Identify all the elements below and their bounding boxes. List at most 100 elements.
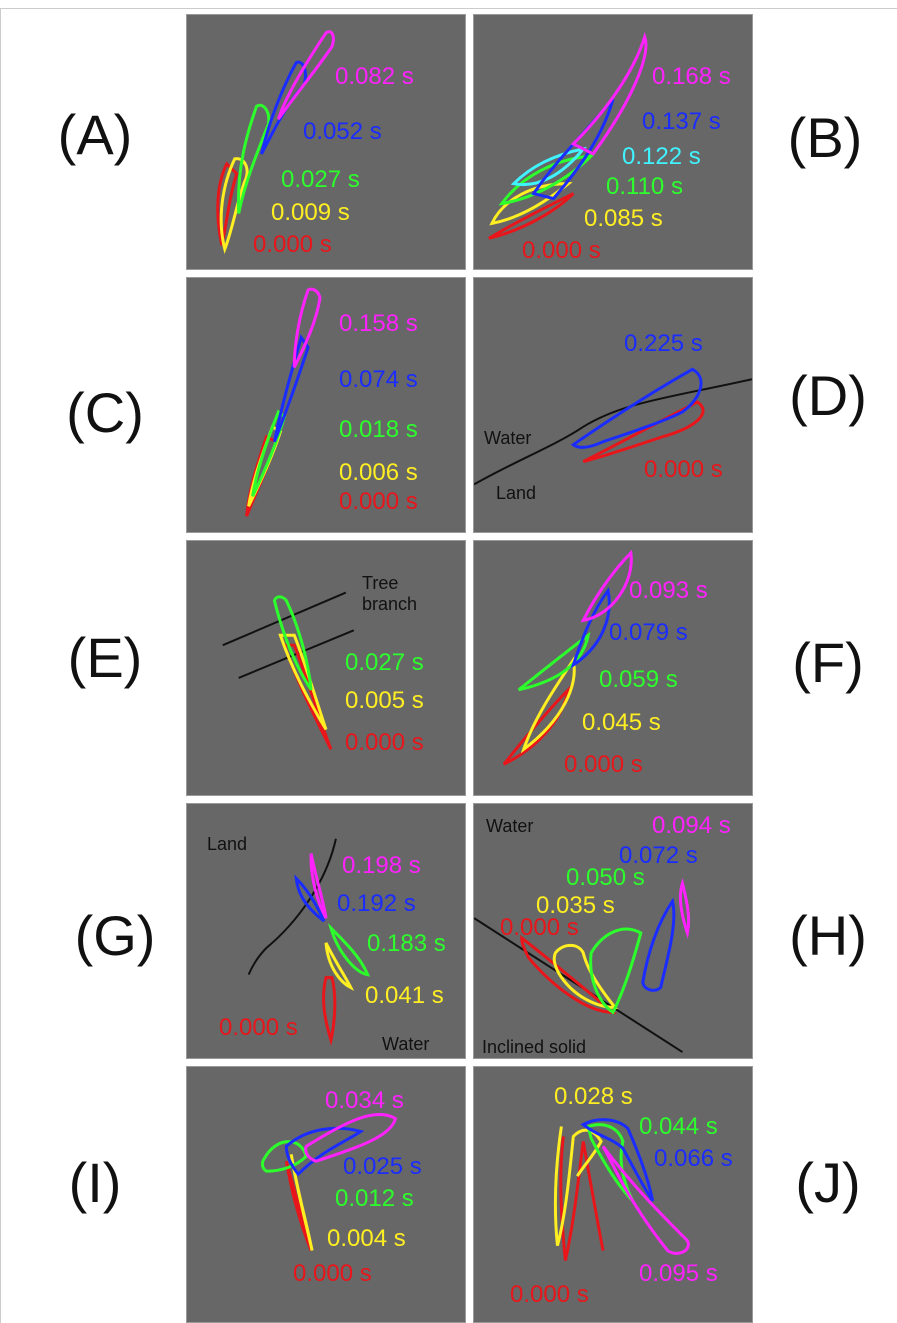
time-label-cyan: 0.122 s: [622, 143, 701, 170]
outline-yellow: [289, 1154, 314, 1251]
panel-h: Water Inclined solid 0.094 s 0.072 s 0.0…: [473, 803, 753, 1059]
panel-c: 0.158 s 0.074 s 0.018 s 0.006 s 0.000 s: [186, 277, 466, 533]
panel-letter-j: (J): [795, 1151, 861, 1214]
time-label-magenta: 0.094 s: [652, 812, 731, 839]
water-land-boundary: [474, 378, 752, 486]
water-label: Water: [486, 816, 534, 836]
time-label-yellow: 0.041 s: [365, 982, 444, 1009]
outline-blue: [570, 367, 703, 449]
left-rule: [0, 8, 1, 1323]
outline-yellow: [219, 157, 249, 255]
time-label-blue: 0.052 s: [303, 118, 382, 145]
time-label-magenta: 0.198 s: [342, 852, 421, 879]
panel-f: 0.093 s 0.079 s 0.059 s 0.045 s 0.000 s: [473, 540, 753, 796]
tree-branch-label: Tree branch: [362, 573, 418, 614]
time-label-yellow: 0.085 s: [584, 205, 663, 232]
panel-g-outlines: [247, 838, 371, 1047]
panel-letter-b: (B): [787, 106, 863, 169]
time-label-blue: 0.025 s: [343, 1153, 422, 1180]
time-label-magenta: 0.158 s: [339, 310, 418, 337]
outline-blue: [284, 1126, 365, 1177]
time-label-magenta: 0.082 s: [335, 63, 414, 90]
time-label-red: 0.000 s: [253, 231, 332, 258]
time-label-green: 0.044 s: [639, 1113, 718, 1140]
land-label: Land: [207, 834, 248, 854]
outline-red: [520, 934, 618, 1014]
time-label-blue: 0.066 s: [654, 1145, 733, 1172]
time-label-blue: 0.225 s: [624, 330, 703, 357]
outline-green: [498, 154, 596, 206]
panel-j: 0.028 s 0.044 s 0.066 s 0.095 s 0.000 s: [473, 1066, 753, 1323]
time-label-yellow: 0.028 s: [554, 1083, 633, 1110]
outline-magenta: [304, 1113, 398, 1163]
inclined-solid-label: Inclined solid: [482, 1037, 587, 1057]
panel-c-outlines: [245, 287, 322, 517]
time-label-yellow: 0.045 s: [582, 709, 661, 736]
panel-i-outlines: [261, 1113, 398, 1252]
outline-green: [261, 1140, 308, 1173]
outline-blue: [294, 874, 326, 923]
time-label-green: 0.059 s: [599, 666, 678, 693]
time-label-red: 0.000 s: [219, 1014, 298, 1041]
outline-blue: [580, 1118, 655, 1202]
time-label-green: 0.183 s: [367, 930, 446, 957]
panel-letter-e: (E): [67, 626, 143, 689]
outline-yellow: [324, 942, 355, 991]
outline-red: [216, 161, 239, 246]
water-label: Water: [484, 428, 532, 448]
panel-letter-h: (H): [789, 904, 867, 967]
outline-red: [488, 192, 575, 240]
outline-blue: [272, 334, 310, 443]
outline-green: [589, 927, 643, 1015]
outline-magenta: [292, 287, 322, 368]
land-label: Land: [496, 483, 537, 503]
outline-yellow: [278, 633, 328, 731]
time-label-red: 0.000 s: [293, 1260, 372, 1287]
outline-red: [322, 976, 337, 1047]
panel-e-outlines: [222, 591, 355, 751]
time-label-yellow: 0.035 s: [536, 892, 615, 919]
outline-red: [582, 400, 705, 463]
time-label-red: 0.000 s: [339, 488, 418, 515]
panel-e: Tree branch 0.027 s 0.005 s 0.000 s: [186, 540, 466, 796]
outline-red: [502, 685, 571, 766]
time-label-blue: 0.079 s: [609, 619, 688, 646]
panel-d: 0.225 s 0.000 s Water Land: [473, 277, 753, 533]
time-label-blue: 0.137 s: [642, 108, 721, 135]
panel-g: Land Water 0.198 s 0.192 s 0.183 s 0.041…: [186, 803, 466, 1059]
time-label-blue: 0.072 s: [619, 842, 698, 869]
panel-b: 0.168 s 0.137 s 0.122 s 0.110 s 0.085 s …: [473, 14, 753, 270]
time-label-red: 0.000 s: [510, 1281, 589, 1308]
outline-magenta: [678, 878, 691, 939]
time-label-magenta: 0.034 s: [325, 1087, 404, 1114]
time-label-red: 0.000 s: [345, 729, 424, 756]
panel-letter-d: (D): [789, 364, 867, 427]
time-label-yellow: 0.009 s: [271, 199, 350, 226]
time-label-green: 0.110 s: [606, 173, 683, 200]
panel-j-outlines: [553, 1118, 690, 1261]
time-label-magenta: 0.168 s: [652, 63, 731, 90]
outline-green: [236, 103, 271, 214]
top-rule: [0, 8, 897, 9]
panel-letter-f: (F): [792, 631, 864, 694]
panel-letter-a: (A): [57, 103, 133, 166]
outline-green: [517, 631, 591, 692]
outline-blue: [641, 897, 676, 992]
time-label-blue: 0.074 s: [339, 366, 418, 393]
time-label-green: 0.027 s: [281, 166, 360, 193]
time-label-red: 0.000 s: [644, 456, 723, 483]
time-label-green: 0.012 s: [335, 1185, 414, 1212]
panel-b-outlines: [488, 31, 648, 240]
panel-letter-i: (I): [68, 1151, 122, 1214]
panel-d-outlines: [474, 367, 752, 486]
time-label-green: 0.018 s: [339, 416, 418, 443]
outline-blue: [570, 587, 611, 669]
outline-magenta: [276, 30, 335, 121]
panel-i: 0.034 s 0.025 s 0.012 s 0.004 s 0.000 s: [186, 1066, 466, 1323]
time-label-red: 0.000 s: [564, 751, 643, 778]
branch-upper-edge: [222, 591, 347, 647]
time-label-blue: 0.192 s: [337, 890, 416, 917]
time-label-green: 0.027 s: [345, 649, 424, 676]
time-label-red: 0.000 s: [522, 237, 601, 264]
outline-green: [272, 595, 313, 691]
